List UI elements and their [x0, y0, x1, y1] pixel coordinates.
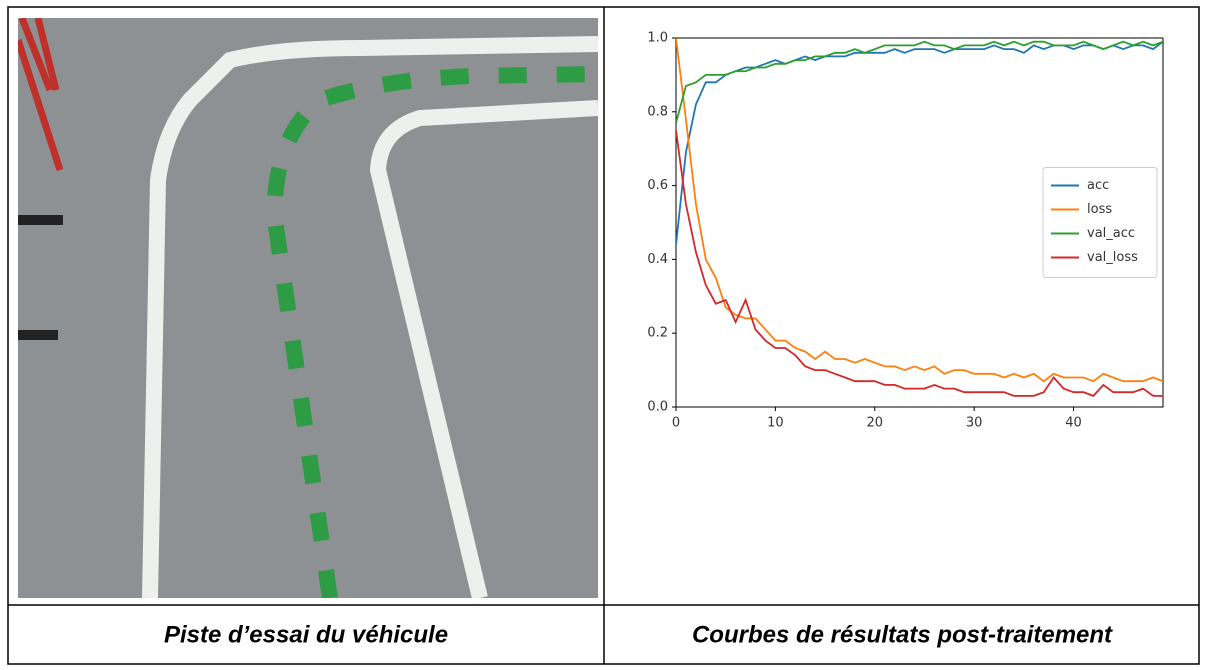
legend-label: acc — [1087, 178, 1109, 193]
y-tick-label: 0.2 — [647, 326, 668, 341]
caption: Courbes de résultats post-traitement — [692, 621, 1113, 648]
x-tick-label: 40 — [1065, 416, 1082, 431]
x-tick-label: 30 — [966, 416, 983, 431]
document: Piste d’essai du véhicule Courbes de rés… — [0, 0, 1207, 670]
y-tick-label: 0.8 — [647, 104, 668, 119]
caption: Piste d’essai du véhicule — [164, 621, 448, 648]
legend-label: val_acc — [1087, 226, 1135, 241]
page: Piste d’essai du véhicule Courbes de rés… — [0, 0, 1207, 670]
photo — [18, 18, 598, 598]
y-tick-label: 0.0 — [647, 400, 668, 415]
x-tick-label: 20 — [867, 416, 884, 431]
y-tick-label: 0.4 — [647, 252, 668, 267]
y-tick-label: 0.6 — [647, 178, 668, 193]
x-tick-label: 0 — [672, 416, 680, 431]
x-tick-label: 10 — [767, 416, 784, 431]
series-line — [676, 42, 1163, 123]
legend-label: loss — [1087, 202, 1112, 217]
legend-label: val_loss — [1087, 250, 1138, 265]
y-tick-label: 1.0 — [647, 31, 668, 46]
